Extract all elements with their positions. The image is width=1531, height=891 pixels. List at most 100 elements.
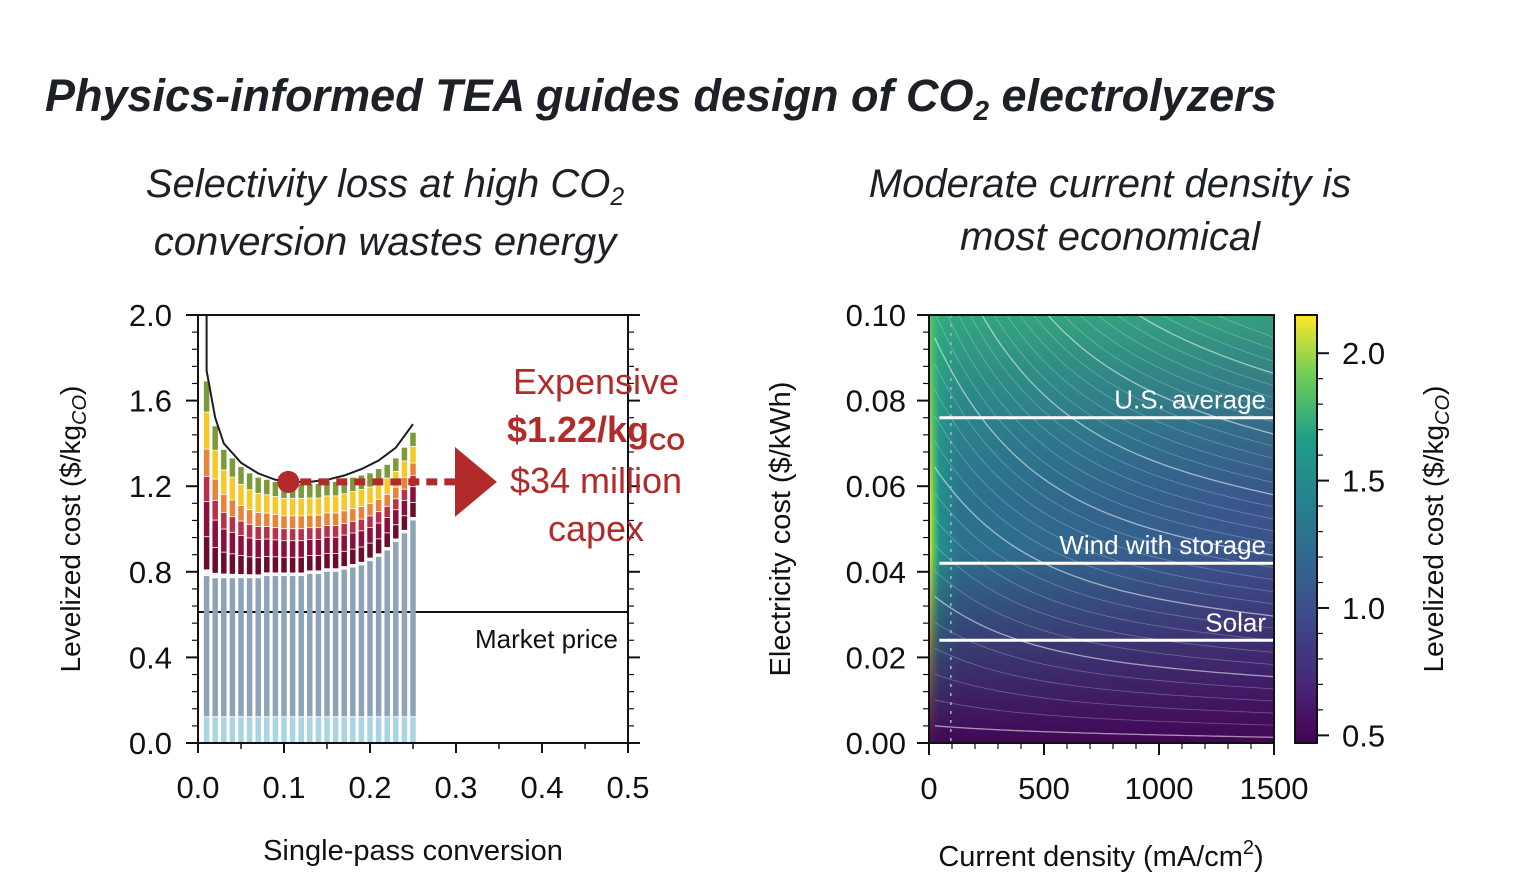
colorbar-tick-label: 0.5 (1342, 718, 1385, 753)
bar-segment-cost-2 (332, 553, 339, 569)
contour-line (934, 441, 1274, 605)
stacked-bar (281, 484, 287, 743)
bar-segment-cost-6 (401, 461, 408, 477)
bar-segment-cost-2 (246, 557, 253, 575)
bar-segment-cost-7 (384, 464, 390, 478)
bar-segment-cost-5 (341, 511, 347, 524)
contour-line (946, 315, 1274, 532)
bar-segment-electricity (238, 578, 244, 717)
bar-segment-cost-4 (393, 499, 399, 510)
bar-segment-cost-4 (324, 525, 330, 537)
bar-segment-cost-4 (221, 512, 227, 529)
bar-segment-cost-2 (221, 552, 227, 574)
stacked-bar (264, 479, 270, 743)
annotation-line2: $1.22/kgCO (507, 409, 685, 456)
bar-segment-cost-6 (307, 498, 313, 515)
bar-segment-cost-1 (229, 574, 236, 578)
bar-segment-electricity (393, 541, 399, 717)
stacked-bar (367, 473, 373, 743)
bar-segment-cost-7 (298, 484, 304, 498)
total-cost-curve (205, 315, 414, 483)
bar-segment-cost-7 (393, 458, 399, 471)
bar-segment-cost-4 (281, 529, 287, 541)
bar-segment-cost-5 (315, 515, 322, 528)
bar-segment-cost-2 (238, 555, 244, 575)
bar-segment-electricity (229, 578, 236, 717)
bar-segment-cost-2 (315, 555, 322, 571)
bar-segment-cost-1 (350, 564, 356, 567)
annotation-line4: capex (548, 508, 644, 549)
bar-segment-cost-4 (264, 526, 270, 539)
bar-segment-cost-2 (264, 556, 270, 573)
heatmap-bottom-shade (929, 315, 1274, 743)
bar-segment-electricity (410, 520, 416, 717)
contour-line (1032, 315, 1274, 447)
bar-segment-base (221, 717, 227, 743)
bar-segment-cost-1 (393, 539, 399, 542)
bar-segment-cost-6 (272, 496, 279, 515)
stacked-bar (229, 458, 236, 743)
bar-segment-cost-5 (350, 509, 356, 521)
bar-segment-base (324, 717, 330, 743)
main-title: Physics-informed TEA guides design of CO… (45, 70, 1277, 126)
bar-segment-base (410, 717, 416, 743)
right-y-tick-label: 0.02 (846, 640, 906, 675)
bar-segment-cost-5 (246, 510, 253, 524)
bar-segment-cost-2 (203, 537, 210, 570)
bar-segment-cost-7 (246, 473, 253, 490)
bar-segment-cost-5 (238, 505, 244, 521)
bar-segment-cost-3 (315, 539, 322, 556)
stacked-bar (324, 481, 330, 743)
bar-segment-electricity (384, 550, 390, 717)
bar-segment-cost-3 (367, 527, 373, 543)
right-x-tick-label: 0 (920, 771, 937, 806)
colorbar-tick-label: 1.0 (1342, 591, 1385, 626)
bar-segment-electricity (341, 569, 347, 717)
left-y-axis-label: Levelized cost ($/kgCO) (55, 386, 91, 673)
bar-segment-cost-5 (367, 504, 373, 516)
right-y-tick-label: 0.00 (846, 726, 906, 761)
bar-segment-cost-7 (350, 477, 356, 492)
bar-segment-cost-6 (341, 494, 347, 511)
bar-segment-cost-3 (307, 539, 313, 556)
bar-segment-cost-6 (367, 487, 373, 504)
contour-line (934, 389, 1274, 581)
contour-line (1006, 315, 1274, 471)
contour-line (934, 544, 1274, 653)
bar-segment-base (203, 717, 210, 743)
bar-segment-cost-6 (212, 450, 218, 479)
stacked-bar (341, 479, 347, 743)
contour-line (993, 315, 1274, 484)
stacked-bar (358, 475, 365, 743)
left-x-tick-label: 0.3 (434, 770, 477, 805)
bar-segment-cost-5 (401, 477, 408, 489)
right-x-tick-label: 1500 (1240, 771, 1309, 806)
bar-segment-electricity (246, 578, 253, 717)
bar-segment-cost-3 (341, 535, 347, 551)
bar-segment-cost-3 (384, 517, 390, 533)
stacked-bar (246, 473, 253, 743)
bar-segment-cost-7 (212, 426, 218, 450)
bar-segment-electricity (255, 578, 261, 717)
bar-segment-cost-4 (315, 528, 322, 539)
bar-segment-cost-6 (384, 478, 390, 494)
bar-segment-cost-4 (307, 528, 313, 539)
reference-line-label: Wind with storage (1059, 530, 1266, 560)
bar-segment-cost-5 (298, 516, 304, 529)
bar-segment-cost-3 (229, 532, 236, 554)
contour-line (934, 570, 1274, 665)
contour-line (981, 315, 1274, 496)
bar-segment-cost-1 (384, 547, 390, 550)
bar-segment-base (272, 717, 279, 743)
bar-segment-cost-6 (289, 498, 296, 516)
bar-segment-cost-5 (393, 487, 399, 499)
right-y-tick-label: 0.04 (846, 555, 906, 590)
bar-segment-base (358, 717, 365, 743)
bar-segment-base (384, 717, 390, 743)
bar-segment-cost-5 (332, 513, 339, 526)
contour-line (934, 673, 1274, 714)
bar-segment-cost-2 (229, 554, 236, 574)
bar-segment-electricity (289, 576, 296, 717)
contour-line (1137, 315, 1274, 375)
contour-line (935, 315, 1274, 544)
